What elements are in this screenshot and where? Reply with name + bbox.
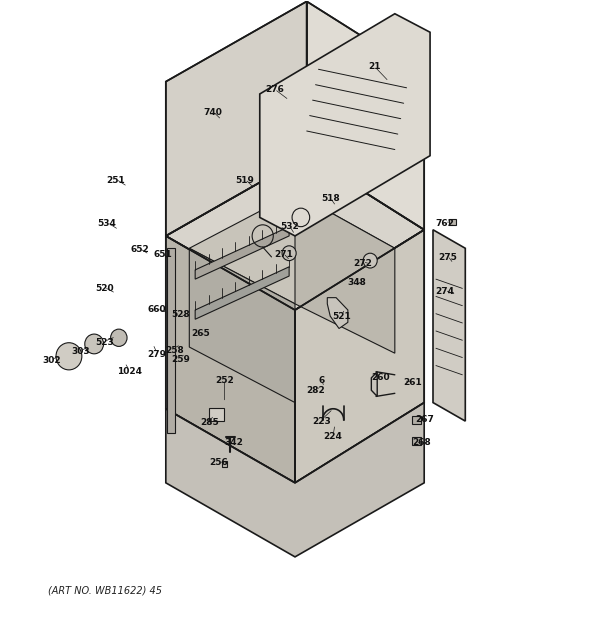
Text: 348: 348 (348, 278, 366, 286)
Polygon shape (189, 193, 395, 304)
Text: 660: 660 (148, 306, 166, 314)
Text: 762: 762 (435, 219, 454, 228)
Text: 268: 268 (412, 438, 431, 447)
Text: 272: 272 (353, 259, 372, 268)
Polygon shape (166, 236, 295, 483)
Text: 259: 259 (171, 355, 190, 364)
Circle shape (56, 343, 82, 370)
Text: 256: 256 (209, 458, 228, 467)
Polygon shape (167, 248, 175, 433)
Text: 652: 652 (130, 245, 149, 254)
Text: 261: 261 (403, 378, 422, 388)
Text: 275: 275 (438, 253, 457, 262)
Text: 528: 528 (171, 311, 190, 319)
Text: 521: 521 (333, 312, 352, 321)
Polygon shape (166, 1, 307, 236)
Text: 224: 224 (324, 432, 343, 441)
Text: 6: 6 (318, 376, 325, 386)
Text: 252: 252 (215, 376, 234, 386)
Polygon shape (327, 298, 348, 329)
Polygon shape (307, 1, 424, 230)
Circle shape (282, 246, 296, 260)
Polygon shape (195, 227, 289, 279)
Text: 265: 265 (192, 329, 211, 338)
Polygon shape (222, 461, 228, 467)
Polygon shape (189, 248, 295, 402)
Polygon shape (295, 193, 395, 353)
Polygon shape (166, 156, 424, 310)
Polygon shape (433, 230, 466, 421)
Polygon shape (412, 436, 421, 445)
FancyBboxPatch shape (209, 407, 224, 421)
Text: 260: 260 (371, 373, 389, 383)
Polygon shape (195, 267, 289, 319)
Circle shape (85, 334, 104, 354)
Circle shape (110, 329, 127, 347)
Text: 258: 258 (165, 345, 184, 355)
Polygon shape (166, 402, 424, 557)
Text: 518: 518 (321, 195, 340, 203)
Polygon shape (412, 416, 421, 424)
Text: 740: 740 (204, 108, 222, 117)
Text: 21: 21 (368, 62, 381, 71)
Text: 303: 303 (71, 347, 90, 356)
Text: 651: 651 (153, 250, 172, 259)
Text: (ART NO. WB11622) 45: (ART NO. WB11622) 45 (48, 586, 162, 596)
Text: 279: 279 (148, 350, 166, 359)
Text: 251: 251 (107, 176, 125, 185)
Text: 302: 302 (42, 356, 61, 365)
Text: 1024: 1024 (117, 367, 142, 376)
Polygon shape (449, 219, 456, 225)
Circle shape (363, 253, 377, 268)
Text: 223: 223 (312, 417, 331, 425)
Text: 267: 267 (415, 415, 434, 424)
Polygon shape (260, 14, 430, 236)
Text: 271: 271 (274, 250, 293, 259)
Text: 282: 282 (306, 386, 325, 395)
Text: 285: 285 (201, 418, 219, 427)
Text: 276: 276 (265, 84, 284, 94)
Text: 534: 534 (98, 219, 117, 228)
Text: 519: 519 (235, 176, 254, 185)
Text: 274: 274 (435, 287, 454, 296)
Polygon shape (371, 372, 377, 396)
Polygon shape (295, 230, 424, 483)
Text: 342: 342 (224, 438, 242, 447)
Text: 532: 532 (280, 222, 299, 231)
Text: 520: 520 (95, 284, 113, 293)
Text: 523: 523 (95, 339, 113, 347)
